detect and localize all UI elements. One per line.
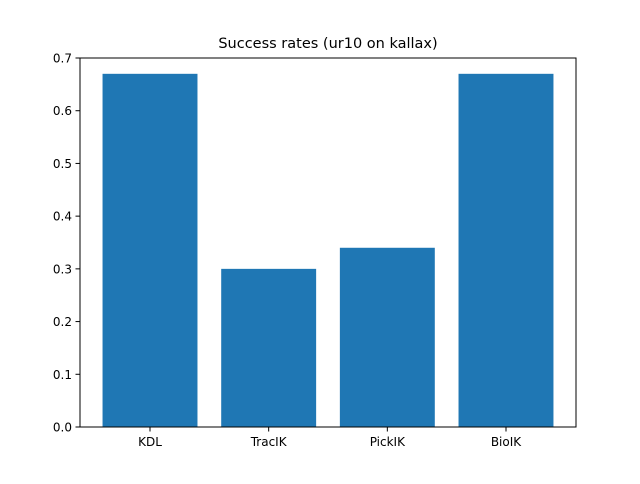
bar-kdl	[102, 73, 198, 428]
y-tick-label: 0.7	[53, 52, 72, 66]
plot-frame	[79, 57, 577, 428]
y-tick-label: 0.5	[53, 157, 72, 171]
y-tick-label: 0.6	[53, 104, 72, 118]
bar-bioik	[458, 73, 554, 428]
bar-pickik	[339, 247, 435, 427]
y-tick-label: 0.0	[53, 421, 72, 435]
x-tick-label: KDL	[138, 435, 162, 449]
chart-title: Success rates (ur10 on kallax)	[218, 36, 437, 52]
x-axis: KDL TracIK PickIK BioIK	[138, 427, 522, 449]
y-tick-label: 0.2	[53, 315, 72, 329]
y-tick-label: 0.3	[53, 262, 72, 276]
x-tick-label: BioIK	[491, 435, 522, 449]
x-tick-label: TracIK	[250, 435, 288, 449]
x-tick-label: PickIK	[370, 435, 406, 449]
bar-tracik	[221, 268, 317, 427]
y-tick-label: 0.4	[53, 210, 72, 224]
y-tick-label: 0.1	[53, 368, 72, 382]
y-axis: 0.0 0.1 0.2 0.3 0.4 0.5 0.6 0.7	[53, 52, 80, 435]
bars-group	[102, 73, 554, 428]
